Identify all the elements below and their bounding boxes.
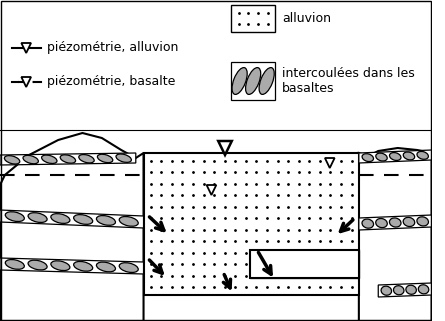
Ellipse shape: [28, 260, 47, 270]
Ellipse shape: [362, 219, 373, 228]
Text: piézométrie, alluvion: piézométrie, alluvion: [47, 41, 178, 55]
Ellipse shape: [41, 155, 57, 163]
Ellipse shape: [376, 219, 387, 228]
Ellipse shape: [97, 154, 113, 163]
Polygon shape: [0, 133, 144, 321]
Ellipse shape: [406, 285, 417, 294]
Ellipse shape: [316, 254, 334, 274]
Polygon shape: [0, 153, 136, 165]
Ellipse shape: [389, 218, 401, 227]
Ellipse shape: [403, 217, 415, 227]
Ellipse shape: [28, 213, 47, 222]
Polygon shape: [325, 158, 335, 168]
Polygon shape: [0, 210, 144, 228]
Ellipse shape: [119, 263, 138, 273]
Ellipse shape: [5, 260, 24, 269]
Bar: [0, 130, 432, 321]
Bar: [231, 62, 275, 100]
Ellipse shape: [389, 152, 401, 160]
Bar: [250, 250, 359, 278]
Text: piézométrie, basalte: piézométrie, basalte: [47, 75, 175, 89]
Polygon shape: [359, 150, 432, 163]
Ellipse shape: [393, 286, 404, 295]
Ellipse shape: [119, 216, 138, 226]
Ellipse shape: [51, 261, 70, 271]
Bar: [250, 250, 359, 278]
Polygon shape: [218, 141, 232, 155]
Ellipse shape: [23, 155, 38, 164]
Ellipse shape: [74, 215, 93, 224]
Ellipse shape: [418, 285, 429, 294]
Bar: [231, 5, 275, 32]
Text: intercoulées dans les
basaltes: intercoulées dans les basaltes: [282, 67, 415, 95]
Ellipse shape: [60, 155, 76, 163]
Ellipse shape: [97, 262, 115, 272]
Polygon shape: [21, 43, 31, 53]
Ellipse shape: [116, 154, 131, 162]
Ellipse shape: [295, 254, 314, 274]
Text: alluvion: alluvion: [282, 12, 331, 25]
Bar: [144, 153, 359, 295]
Ellipse shape: [336, 254, 355, 274]
Ellipse shape: [79, 154, 94, 163]
Ellipse shape: [74, 261, 93, 271]
Polygon shape: [21, 77, 31, 87]
Ellipse shape: [51, 214, 70, 223]
Ellipse shape: [381, 286, 392, 295]
Polygon shape: [0, 258, 144, 274]
Ellipse shape: [275, 254, 293, 274]
Ellipse shape: [5, 212, 24, 221]
Ellipse shape: [362, 154, 373, 161]
Ellipse shape: [376, 153, 387, 161]
Polygon shape: [359, 215, 432, 230]
Ellipse shape: [97, 216, 115, 225]
Ellipse shape: [4, 156, 20, 164]
Ellipse shape: [403, 152, 415, 160]
Polygon shape: [378, 283, 432, 297]
Ellipse shape: [255, 254, 273, 274]
Ellipse shape: [232, 68, 247, 94]
Ellipse shape: [259, 68, 274, 94]
Ellipse shape: [417, 217, 429, 226]
Polygon shape: [359, 148, 432, 321]
Ellipse shape: [246, 68, 261, 94]
Polygon shape: [206, 185, 216, 195]
Ellipse shape: [417, 152, 429, 159]
